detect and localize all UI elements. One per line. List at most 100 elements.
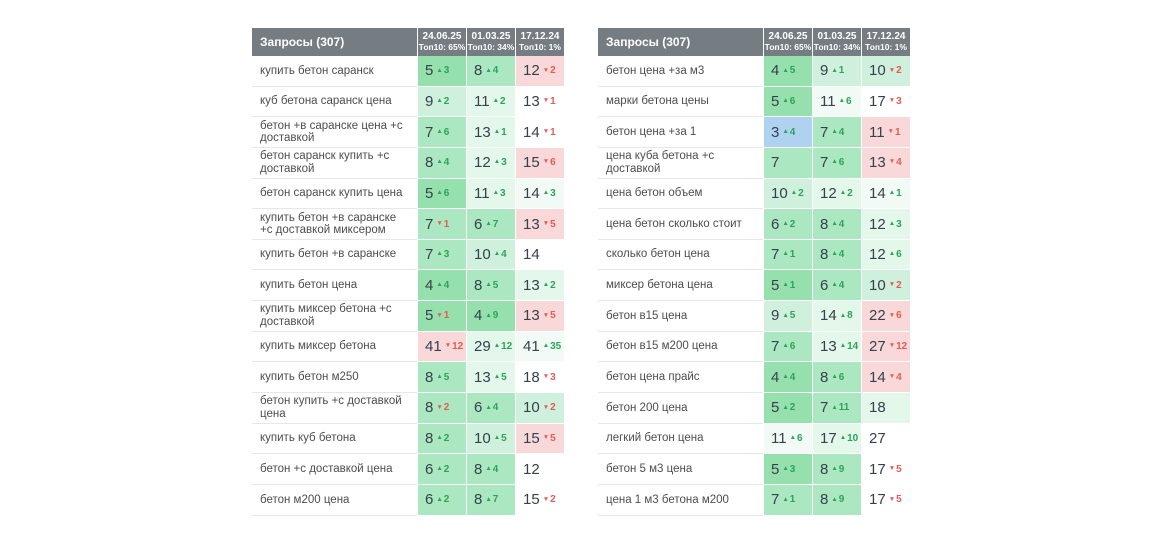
position-cell[interactable]: 17 ▼ 5 xyxy=(862,484,910,516)
position-cell[interactable]: 9 ▲ 1 xyxy=(813,56,861,87)
position-cell[interactable]: 7 ▲ 6 xyxy=(764,331,812,363)
position-cell[interactable]: 13 ▲ 5 xyxy=(467,362,515,394)
position-cell[interactable]: 13 ▲ 14 xyxy=(813,331,861,363)
position-cell[interactable]: 8 ▲ 5 xyxy=(467,270,515,302)
date-column-header-2[interactable]: 01.03.25 Топ10: 34% xyxy=(813,28,861,56)
position-cell[interactable]: 8 ▲ 4 xyxy=(813,239,861,271)
position-cell[interactable]: 6 ▲ 2 xyxy=(418,454,466,485)
position-cell[interactable]: 41 ▼ 12 xyxy=(418,331,466,363)
position-cell[interactable]: 7 ▲ 1 xyxy=(764,484,812,516)
query-cell[interactable]: бетон цена +за 1 xyxy=(598,117,763,148)
position-cell[interactable]: 15 ▼ 6 xyxy=(516,147,564,179)
position-cell[interactable]: 12 ▲ 2 xyxy=(813,178,861,210)
position-cell[interactable]: 6 ▲ 2 xyxy=(764,209,812,240)
position-cell[interactable]: 12 ▲ 3 xyxy=(862,209,910,240)
position-cell[interactable]: 13 ▼ 5 xyxy=(516,301,564,332)
query-cell[interactable]: бетон в15 цена xyxy=(598,301,763,332)
position-cell[interactable]: 7 ▲ 6 xyxy=(418,117,466,148)
date-column-header-2[interactable]: 01.03.25 Топ10: 34% xyxy=(467,28,515,56)
position-cell[interactable]: 7 ▲ 3 xyxy=(418,239,466,271)
position-cell[interactable]: 8 ▲ 4 xyxy=(467,56,515,87)
query-cell[interactable]: бетон цена +за м3 xyxy=(598,56,763,87)
query-cell[interactable]: купить бетон +в саранске xyxy=(252,240,417,271)
date-column-header-3[interactable]: 17.12.24 Топ10: 1% xyxy=(862,28,910,56)
position-cell[interactable]: 5 ▲ 3 xyxy=(418,56,466,87)
query-cell[interactable]: цена бетон сколько стоит xyxy=(598,209,763,240)
position-cell[interactable]: 8 ▲ 5 xyxy=(418,362,466,394)
position-cell[interactable]: 8 ▼ 2 xyxy=(418,393,466,424)
date-column-header-1[interactable]: 24.06.25 Топ10: 65% xyxy=(764,28,812,56)
position-cell[interactable]: 12 xyxy=(516,454,564,485)
query-cell[interactable]: миксер бетона цена xyxy=(598,270,763,302)
position-cell[interactable]: 15 ▼ 5 xyxy=(516,423,564,455)
position-cell[interactable]: 6 ▲ 2 xyxy=(418,484,466,516)
query-cell[interactable]: цена куба бетона +с доставкой xyxy=(598,148,763,179)
position-cell[interactable]: 8 ▲ 6 xyxy=(813,362,861,394)
position-cell[interactable]: 4 ▲ 4 xyxy=(418,270,466,302)
position-cell[interactable]: 5 ▲ 3 xyxy=(764,454,812,485)
position-cell[interactable]: 5 ▲ 6 xyxy=(418,178,466,210)
position-cell[interactable]: 29 ▲ 12 xyxy=(467,331,515,363)
query-cell[interactable]: бетон м200 цена xyxy=(252,485,417,516)
position-cell[interactable]: 41 ▲ 35 xyxy=(516,331,564,363)
position-cell[interactable]: 10 ▲ 5 xyxy=(467,423,515,455)
position-cell[interactable]: 6 ▲ 7 xyxy=(467,209,515,240)
position-cell[interactable]: 18 ▼ 3 xyxy=(516,362,564,394)
position-cell[interactable]: 4 ▲ 9 xyxy=(467,301,515,332)
query-cell[interactable]: сколько бетон цена xyxy=(598,240,763,271)
query-cell[interactable]: купить миксер бетона +с доставкой xyxy=(252,301,417,332)
query-cell[interactable]: цена бетон объем xyxy=(598,179,763,210)
position-cell[interactable]: 10 ▼ 2 xyxy=(862,270,910,302)
position-cell[interactable]: 11 ▲ 6 xyxy=(813,86,861,118)
query-cell[interactable]: купить бетон +в саранске +с доставкой ми… xyxy=(252,209,417,240)
query-cell[interactable]: бетон +в саранске цена +с доставкой xyxy=(252,117,417,148)
query-cell[interactable]: купить бетон м250 xyxy=(252,362,417,394)
position-cell[interactable]: 14 ▲ 3 xyxy=(516,178,564,210)
position-cell[interactable]: 14 xyxy=(516,239,564,271)
position-cell[interactable]: 5 ▲ 2 xyxy=(764,393,812,424)
query-cell[interactable]: бетон купить +с доставкой цена xyxy=(252,393,417,424)
position-cell[interactable]: 8 ▲ 9 xyxy=(813,484,861,516)
position-cell[interactable]: 9 ▲ 5 xyxy=(764,301,812,332)
query-cell[interactable]: куб бетона саранск цена xyxy=(252,87,417,118)
position-cell[interactable]: 5 ▼ 1 xyxy=(418,301,466,332)
position-cell[interactable]: 14 ▼ 1 xyxy=(516,117,564,148)
position-cell[interactable]: 13 ▲ 2 xyxy=(516,270,564,302)
position-cell[interactable]: 7 xyxy=(764,147,812,179)
position-cell[interactable]: 8 ▲ 4 xyxy=(813,209,861,240)
query-cell[interactable]: бетон саранск купить цена xyxy=(252,179,417,210)
query-cell[interactable]: бетон 200 цена xyxy=(598,393,763,424)
position-cell[interactable]: 12 ▲ 3 xyxy=(467,147,515,179)
position-cell[interactable]: 7 ▼ 1 xyxy=(418,209,466,240)
position-cell[interactable]: 18 xyxy=(862,393,910,424)
position-cell[interactable]: 17 ▼ 3 xyxy=(862,86,910,118)
position-cell[interactable]: 7 ▲ 6 xyxy=(813,147,861,179)
position-cell[interactable]: 11 ▲ 3 xyxy=(467,178,515,210)
position-cell[interactable]: 9 ▲ 2 xyxy=(418,86,466,118)
position-cell[interactable]: 10 ▼ 2 xyxy=(862,56,910,87)
position-cell[interactable]: 8 ▲ 9 xyxy=(813,454,861,485)
position-cell[interactable]: 15 ▼ 2 xyxy=(516,484,564,516)
position-cell[interactable]: 13 ▼ 1 xyxy=(516,86,564,118)
position-cell[interactable]: 17 ▼ 5 xyxy=(862,454,910,485)
position-cell[interactable]: 17 ▲ 10 xyxy=(813,423,861,455)
position-cell[interactable]: 8 ▲ 7 xyxy=(467,484,515,516)
position-cell[interactable]: 13 ▼ 5 xyxy=(516,209,564,240)
position-cell[interactable]: 8 ▲ 4 xyxy=(467,454,515,485)
query-cell[interactable]: купить бетон цена xyxy=(252,270,417,302)
position-cell[interactable]: 10 ▲ 2 xyxy=(764,178,812,210)
query-cell[interactable]: бетон 5 м3 цена xyxy=(598,454,763,485)
position-cell[interactable]: 6 ▲ 4 xyxy=(813,270,861,302)
position-cell[interactable]: 6 ▲ 4 xyxy=(467,393,515,424)
query-cell[interactable]: купить миксер бетона xyxy=(252,332,417,363)
position-cell[interactable]: 4 ▲ 4 xyxy=(764,362,812,394)
position-cell[interactable]: 5 ▲ 6 xyxy=(764,86,812,118)
date-column-header-3[interactable]: 17.12.24 Топ10: 1% xyxy=(516,28,564,56)
position-cell[interactable]: 11 ▲ 6 xyxy=(764,423,812,455)
position-cell[interactable]: 8 ▲ 2 xyxy=(418,423,466,455)
position-cell[interactable]: 10 ▼ 2 xyxy=(516,393,564,424)
position-cell[interactable]: 11 ▲ 2 xyxy=(467,86,515,118)
position-cell[interactable]: 5 ▲ 1 xyxy=(764,270,812,302)
position-cell[interactable]: 10 ▲ 4 xyxy=(467,239,515,271)
query-cell[interactable]: бетон +с доставкой цена xyxy=(252,454,417,485)
